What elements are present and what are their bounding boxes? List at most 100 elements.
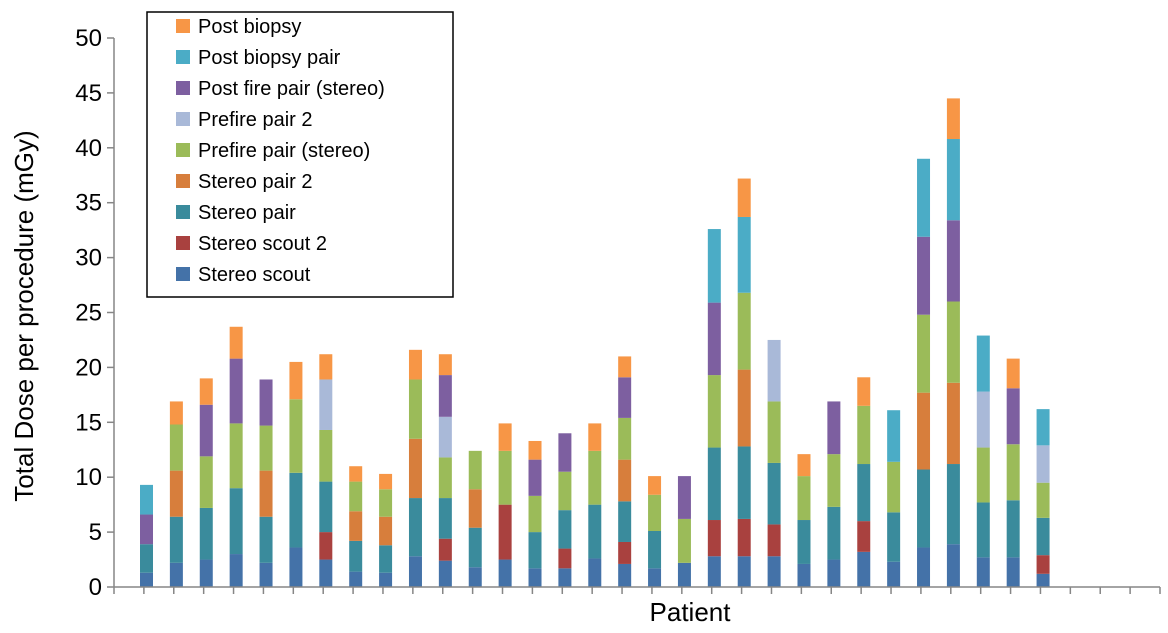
bar-segment: [976, 447, 990, 503]
bar-segment: [259, 379, 273, 426]
bar-segment: [169, 401, 183, 425]
bar-segment: [140, 572, 153, 587]
bar-segment: [707, 556, 721, 587]
legend-label: Stereo pair 2: [198, 171, 313, 193]
bar-segment: [229, 554, 243, 587]
bar-segment: [319, 379, 333, 430]
bar-segment: [946, 382, 960, 465]
bar-segment: [618, 377, 632, 418]
bar-segment: [767, 462, 781, 525]
bar-segment: [946, 220, 960, 302]
y-tick-label: 35: [75, 190, 102, 217]
bar-segment: [319, 559, 333, 587]
bar-segment: [169, 562, 183, 587]
bar-segment: [558, 548, 572, 569]
bar-segment: [648, 476, 662, 495]
bar-segment: [887, 461, 901, 513]
y-tick-label: 0: [89, 574, 102, 601]
bar-segment: [528, 440, 542, 460]
legend-swatch: [176, 174, 190, 188]
bar-segment: [827, 559, 841, 587]
bar-segment: [558, 568, 572, 587]
y-ticks: 0 5 10 15 20 25 30 35 40 45 50: [75, 25, 114, 601]
legend-swatch: [176, 143, 190, 157]
bar-segment: [349, 466, 363, 482]
bar-segment: [229, 326, 243, 359]
y-tick-label: 40: [75, 135, 102, 162]
legend-label: Stereo pair: [198, 202, 296, 224]
bar-segment: [767, 524, 781, 557]
legend-label: Stereo scout: [198, 264, 311, 286]
bar-segment: [1006, 358, 1020, 389]
bar-segment: [349, 540, 363, 572]
bar-segment: [438, 498, 452, 539]
bar-segment: [289, 472, 303, 548]
bar-segment: [1006, 444, 1020, 501]
bar-segment: [1036, 445, 1050, 483]
bar-segment: [498, 504, 512, 560]
bar-segment: [677, 476, 691, 519]
bar-segment: [618, 541, 632, 564]
bar-segment: [707, 520, 721, 557]
bar-segment: [588, 423, 602, 451]
bar-segment: [946, 464, 960, 545]
bar-segment: [618, 563, 632, 587]
bar-segment: [438, 354, 452, 376]
bar-segment: [737, 369, 751, 447]
bar-segment: [917, 547, 931, 587]
y-tick-label: 50: [75, 25, 102, 52]
bar-segment: [349, 481, 363, 512]
legend-swatch: [176, 50, 190, 64]
bar-segment: [976, 335, 990, 392]
bar-segment: [199, 559, 213, 587]
x-ticks: [113, 587, 1161, 594]
bar-segment: [767, 556, 781, 587]
bar-segment: [677, 562, 691, 587]
bar-segment: [408, 438, 422, 499]
bar-segment: [917, 469, 931, 548]
bar-segment: [379, 516, 393, 546]
bar-segment: [379, 489, 393, 517]
bar-group: [140, 98, 1050, 587]
bar-segment: [379, 572, 393, 587]
bar-segment: [319, 481, 333, 533]
bar-segment: [737, 216, 751, 293]
legend-box: [146, 11, 454, 298]
bar-segment: [797, 520, 811, 564]
bar-segment: [259, 425, 273, 471]
bar-segment: [140, 544, 153, 573]
bar-segment: [259, 516, 273, 563]
legend-swatch: [176, 112, 190, 126]
bar-segment: [259, 562, 273, 587]
legend-swatch: [176, 205, 190, 219]
bar-segment: [438, 375, 452, 417]
bar-segment: [887, 512, 901, 562]
legend-label: Stereo scout 2: [198, 233, 327, 255]
bar-segment: [1006, 557, 1020, 587]
bar-segment: [946, 139, 960, 221]
bar-segment: [857, 551, 871, 587]
bar-segment: [199, 404, 213, 457]
bar-segment: [1036, 555, 1050, 574]
bar-segment: [438, 457, 452, 499]
bar-segment: [618, 417, 632, 460]
bar-segment: [558, 510, 572, 549]
bar-segment: [1036, 517, 1050, 556]
legend-label: Post fire pair (stereo): [198, 78, 385, 100]
bar-segment: [737, 556, 751, 587]
bar-segment: [857, 377, 871, 406]
bar-segment: [797, 563, 811, 587]
bar-segment: [1036, 573, 1050, 587]
bar-segment: [140, 484, 153, 515]
bar-segment: [140, 514, 153, 545]
bar-segment: [618, 459, 632, 502]
axes: 0 5 10 15 20 25 30 35 40 45 50: [75, 25, 1161, 601]
bar-segment: [917, 158, 931, 237]
bar-segment: [648, 494, 662, 532]
legend-label: Prefire pair (stereo): [198, 140, 370, 162]
bar-segment: [528, 459, 542, 496]
bar-segment: [438, 560, 452, 587]
bar-segment: [1006, 388, 1020, 445]
bar-segment: [199, 378, 213, 405]
